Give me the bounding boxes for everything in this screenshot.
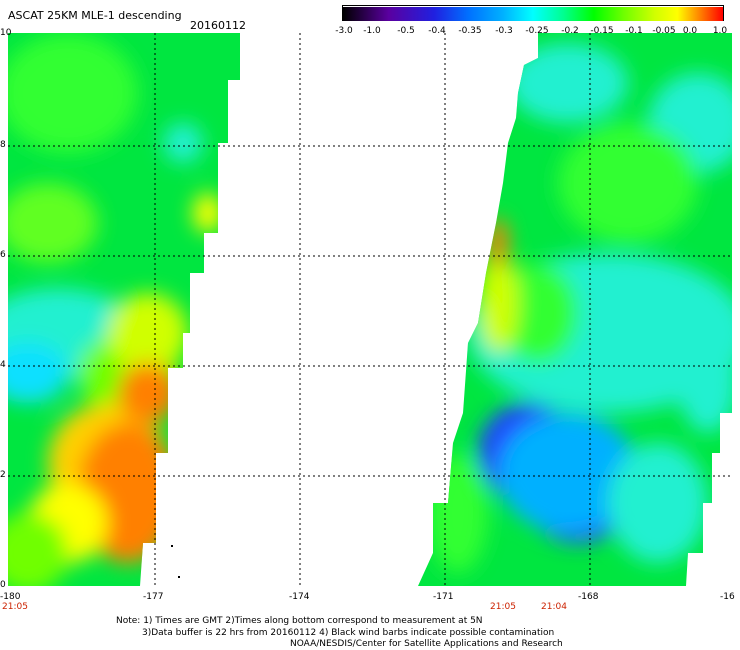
wind-barb-mark bbox=[171, 545, 173, 547]
y-tick-label: 10 bbox=[0, 28, 12, 38]
colorbar-label: 0.0 bbox=[682, 26, 698, 36]
map-title: ASCAT 25KM MLE-1 descending bbox=[8, 9, 182, 22]
colorbar-label: -0.25 bbox=[525, 26, 549, 36]
time-label-right-1: 21:05 bbox=[490, 602, 516, 612]
x-tick-label: -174 bbox=[289, 592, 310, 602]
colorbar-label: 1.0 bbox=[712, 26, 728, 36]
map-plot bbox=[8, 33, 732, 587]
x-tick-label: -16 bbox=[720, 592, 735, 602]
y-tick-label: 2 bbox=[0, 470, 6, 480]
note-line-1: Note: 1) Times are GMT 2)Times along bot… bbox=[116, 616, 483, 626]
colorbar-label: -0.15 bbox=[590, 26, 614, 36]
colorbar-label: -3.0 bbox=[335, 26, 353, 36]
wind-barb-mark bbox=[178, 576, 180, 578]
time-label-right-2: 21:04 bbox=[541, 602, 567, 612]
y-tick-label: 4 bbox=[0, 360, 6, 370]
right-swath bbox=[418, 33, 732, 586]
colorbar-label: -0.05 bbox=[652, 26, 676, 36]
colorbar bbox=[342, 5, 724, 21]
colorbar-gradient bbox=[343, 7, 723, 21]
colorbar-label: -0.3 bbox=[495, 26, 513, 36]
note-line-3: NOAA/NESDIS/Center for Satellite Applica… bbox=[290, 639, 563, 649]
colorbar-label: -0.35 bbox=[458, 26, 482, 36]
x-tick-label: -177 bbox=[143, 592, 164, 602]
colorbar-label: -0.1 bbox=[625, 26, 643, 36]
colorbar-label: -0.4 bbox=[428, 26, 446, 36]
map-date: 20160112 bbox=[190, 19, 246, 32]
grid-lines bbox=[8, 33, 732, 587]
note-line-2: 3)Data buffer is 22 hrs from 20160112 4)… bbox=[142, 628, 555, 638]
y-tick-label: 8 bbox=[0, 140, 6, 150]
x-tick-label: -171 bbox=[433, 592, 454, 602]
colorbar-label: -0.5 bbox=[397, 26, 415, 36]
left-swath bbox=[8, 33, 240, 586]
x-tick-label: -180 bbox=[0, 592, 21, 602]
x-tick-label: -168 bbox=[578, 592, 599, 602]
time-label-left: 21:05 bbox=[2, 602, 28, 612]
y-tick-label: 6 bbox=[0, 250, 6, 260]
colorbar-label: -1.0 bbox=[363, 26, 381, 36]
swath-image bbox=[8, 33, 732, 587]
y-tick-label: 0 bbox=[0, 580, 6, 590]
colorbar-label: -0.2 bbox=[561, 26, 579, 36]
